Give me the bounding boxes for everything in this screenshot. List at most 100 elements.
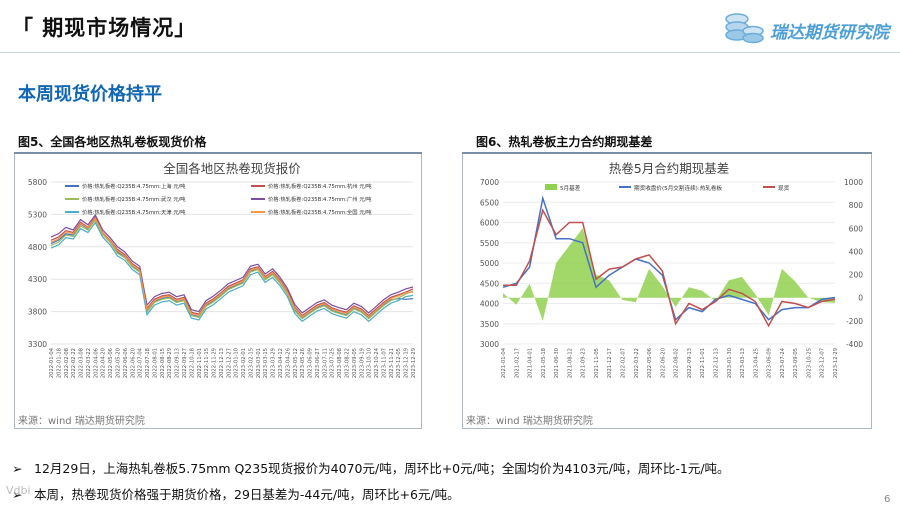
y2-tick-label: 1000 (844, 178, 863, 187)
x-tick-label: 2022-11-01 (700, 348, 706, 378)
company-logo: 瑞达期货研究院 (720, 8, 892, 48)
x-tick-label: 2021-02-17 (514, 348, 520, 378)
x-tick-label: 2022-08-29 (167, 348, 173, 378)
y-tick-label: 3800 (28, 308, 47, 317)
x-tick-label: 2023-10-10 (367, 348, 373, 378)
x-tick-label: 2022-12-13 (713, 348, 719, 378)
x-tick-label: 2021-01-04 (501, 347, 507, 378)
x-tick-label: 2022-05-20 (115, 348, 121, 378)
x-tick-label: 2023-12-29 (833, 348, 839, 378)
chart-title: 热卷5月合约期现基差 (609, 161, 729, 176)
series-line-0 (50, 217, 414, 319)
x-tick-label: 2023-01-10 (234, 348, 240, 378)
bullet-text: 本周，热卷现货价格强于期货价格，29日基差为-44元/吨，周环比+6元/吨。 (34, 487, 460, 502)
x-tick-label: 2022-08-02 (674, 348, 680, 378)
x-tick-label: 2022-08-01 (152, 348, 158, 378)
x-tick-label: 2022-05-06 (647, 348, 653, 378)
y-tick-label: 6500 (480, 198, 499, 207)
x-tick-label: 2023-03-15 (263, 348, 269, 378)
x-tick-label: 2023-02-15 (248, 348, 254, 378)
x-tick-label: 2023-08-22 (345, 348, 351, 378)
y2-tick-label: 200 (849, 271, 864, 280)
y2-tick-label: 800 (849, 201, 864, 210)
x-tick-label: 2022-06-06 (123, 348, 129, 378)
x-tick-label: 2022-11-29 (212, 348, 218, 378)
x-tick-label: 2022-11-15 (204, 348, 210, 378)
x-tick-label: 2022-01-04 (49, 347, 55, 378)
x-tick-label: 2022-02-22 (71, 348, 77, 378)
x-tick-label: 2023-07-11 (322, 348, 328, 378)
series-line-2 (503, 208, 836, 328)
legend-label: 价格:热轧板卷:Q235B:4.75mm:全国 元/吨 (268, 208, 372, 216)
x-tick-label: 2021-11-05 (594, 348, 600, 378)
chart-title: 全国各地区热卷现货报价 (163, 161, 301, 176)
y-tick-label: 4000 (480, 300, 499, 309)
page-header: 「 期现市场情况」 瑞达期货研究院 (0, 0, 900, 64)
figure-5-frame: 全国各地区热卷现货报价 3300 3800 4300 4800 5300 5800 2022-… (14, 154, 422, 429)
page-number: 6 (884, 494, 891, 505)
series-line-4 (50, 221, 414, 323)
page-title: 「 期现市场情况」 (12, 16, 197, 40)
legend-label: 5月基差 (560, 184, 581, 192)
figure-5-caption: 图5、全国各地区热轧卷板现货价格 (18, 135, 207, 149)
x-tick-label: 2021-12-17 (607, 348, 613, 378)
x-tick-label: 2023-03-01 (256, 348, 262, 378)
legend-label: 价格:热轧板卷:Q235B:4.75mm:杭州 元/吨 (268, 182, 372, 190)
basis-chart: 热卷5月合约期现基差300035004000450050005500600065… (480, 161, 864, 378)
header-divider (0, 52, 900, 53)
x-tick-label: 2023-09-05 (352, 348, 358, 378)
y-tick-label: 5300 (28, 210, 47, 219)
y-tick-label: 5500 (480, 239, 499, 248)
x-tick-label: 2023-06-27 (315, 348, 321, 378)
x-tick-label: 2022-01-18 (56, 348, 62, 378)
x-tick-label: 2022-08-15 (160, 348, 166, 378)
y2-tick-label: -400 (846, 340, 863, 349)
x-tick-label: 2023-11-07 (381, 348, 387, 378)
x-tick-label: 2023-06-09 (767, 348, 773, 378)
y-tick-label: 4800 (28, 243, 47, 252)
x-tick-label: 2021-09-23 (581, 348, 587, 378)
x-tick-label: 2022-03-08 (79, 348, 85, 378)
x-tick-label: 2022-02-08 (64, 348, 70, 378)
x-tick-label: 2022-03-22 (86, 348, 92, 378)
x-tick-label: 2022-12-13 (219, 348, 225, 378)
x-tick-label: 2023-12-07 (820, 348, 826, 378)
x-tick-label: 2023-05-26 (300, 348, 306, 378)
x-tick-label: 2022-04-20 (101, 348, 107, 378)
x-tick-label: 2023-12-19 (404, 348, 410, 378)
x-tick-label: 2022-09-13 (175, 348, 181, 378)
series-line-3 (50, 213, 414, 314)
watermark-text: Vdbi (6, 484, 31, 497)
y-tick-label: 4500 (480, 279, 499, 288)
x-tick-label: 2023-02-01 (241, 348, 247, 378)
logo-text: 瑞达期货研究院 (770, 23, 889, 43)
y-tick-label: 3500 (480, 320, 499, 329)
x-tick-label: 2022-09-13 (687, 348, 693, 378)
y2-tick-label: 400 (849, 247, 864, 256)
y-tick-label: 5800 (28, 178, 47, 187)
x-tick-label: 2022-07-18 (145, 348, 151, 378)
x-tick-label: 2022-09-27 (182, 348, 188, 378)
x-tick-label: 2022-11-01 (197, 348, 203, 378)
x-tick-label: 2022-06-20 (130, 348, 136, 378)
legend-label: 价格:热轧板卷:Q235B:4.75mm:天津 元/吨 (82, 208, 186, 216)
x-tick-label: 2023-09-05 (793, 348, 799, 378)
x-tick-label: 2023-11-21 (389, 348, 395, 378)
x-tick-label: 2023-07-24 (780, 347, 786, 378)
y-tick-label: 5000 (480, 259, 499, 268)
x-tick-label: 2023-09-19 (359, 348, 365, 378)
x-tick-label: 2023-03-13 (740, 348, 746, 378)
x-tick-label: 2023-10-24 (374, 347, 380, 378)
x-tick-label: 2023-08-08 (337, 348, 343, 378)
y2-tick-label: 0 (858, 294, 863, 303)
legend-label: 价格:热轧板卷:Q235B:4.75mm:上海 元/吨 (82, 182, 186, 190)
x-tick-label: 2021-06-30 (554, 348, 560, 378)
x-tick-label: 2023-05-12 (293, 348, 299, 378)
coins-logo-icon (725, 13, 764, 44)
x-tick-label: 2023-10-25 (806, 348, 812, 378)
x-tick-label: 2023-01-30 (727, 348, 733, 378)
x-tick-label: 2021-05-18 (541, 348, 547, 378)
x-tick-label: 2022-07-04 (138, 347, 144, 378)
y-tick-label: 7000 (480, 178, 499, 187)
arrow-bullet-icon: ➢ (12, 461, 23, 476)
